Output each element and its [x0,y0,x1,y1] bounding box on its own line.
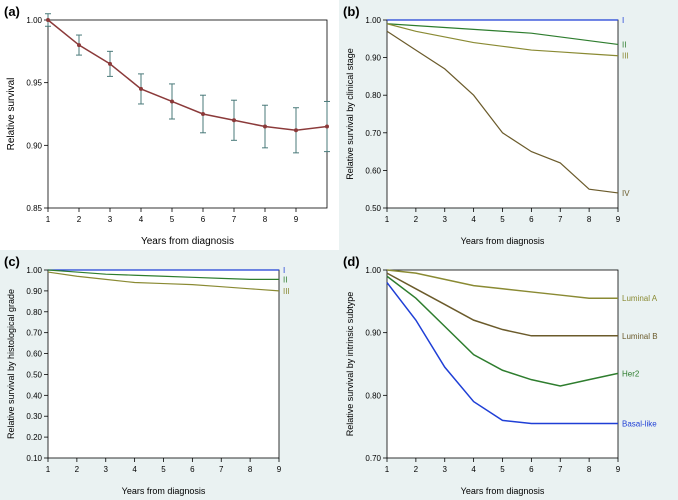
svg-text:1: 1 [385,465,390,474]
svg-text:1: 1 [46,215,51,224]
svg-text:2: 2 [75,465,80,474]
svg-text:0.40: 0.40 [26,391,42,400]
svg-text:0.70: 0.70 [365,129,381,138]
svg-text:1.00: 1.00 [26,16,42,25]
svg-text:Relative survival by intrinsic: Relative survival by intrinsic subtype [345,292,355,437]
panel-a-svg: 0.85 0.90 0.95 1.00 1 2 3 4 5 6 7 8 9 Years from diag… [0,0,339,250]
svg-text:0.60: 0.60 [365,166,381,175]
svg-text:0.95: 0.95 [26,79,42,88]
svg-text:0.85: 0.85 [26,204,42,213]
svg-text:IV: IV [622,189,630,198]
svg-text:6: 6 [201,215,206,224]
svg-text:0.80: 0.80 [26,308,42,317]
panel-b-label: (b) [343,4,360,19]
svg-text:4: 4 [471,465,476,474]
svg-text:7: 7 [558,215,563,224]
svg-text:2: 2 [77,215,82,224]
svg-text:2: 2 [414,215,419,224]
svg-text:III: III [622,52,629,61]
svg-text:0.80: 0.80 [365,91,381,100]
panel-c-svg: 0.10 0.20 0.30 0.40 0.50 0.60 0.70 0.80 0.90 1.00… [0,250,339,500]
svg-text:Years from diagnosis: Years from diagnosis [122,486,206,496]
svg-text:Her2: Her2 [622,369,640,378]
svg-text:1.00: 1.00 [26,266,42,275]
svg-text:1: 1 [385,215,390,224]
panel-c-label: (c) [4,254,20,269]
svg-text:0.90: 0.90 [365,329,381,338]
svg-text:9: 9 [616,215,621,224]
svg-text:0.10: 0.10 [26,454,42,463]
svg-text:II: II [283,275,287,284]
panel-b: (b) 0.50 0.60 0.70 0.80 0.90 1.00 1 2 3 4 5 6 7 8 9 Yea… [339,0,678,250]
svg-text:5: 5 [170,215,175,224]
svg-text:3: 3 [104,465,109,474]
svg-text:5: 5 [161,465,166,474]
svg-text:I: I [622,16,624,25]
svg-text:0.50: 0.50 [26,370,42,379]
svg-text:8: 8 [263,215,268,224]
svg-text:Basal-like: Basal-like [622,420,657,429]
svg-text:3: 3 [443,215,448,224]
panel-d: (d) 0.70 0.80 0.90 1.00 1 2 3 4 5 6 7 8 9 Years from … [339,250,678,500]
svg-text:7: 7 [558,465,563,474]
svg-text:Relative survival by histologi: Relative survival by histological grade [6,289,16,439]
svg-text:3: 3 [108,215,113,224]
svg-text:0.90: 0.90 [26,141,42,150]
svg-text:0.90: 0.90 [365,54,381,63]
panel-d-svg: 0.70 0.80 0.90 1.00 1 2 3 4 5 6 7 8 9 Years from diag… [339,250,678,500]
panel-b-svg: 0.50 0.60 0.70 0.80 0.90 1.00 1 2 3 4 5 6 7 8 9 Years f… [339,0,678,250]
panel-a: (a) 0.85 0.90 0.95 1.00 1 2 3 4 5 6 7 8 9 Years from … [0,0,339,250]
svg-text:8: 8 [248,465,253,474]
svg-text:0.70: 0.70 [365,454,381,463]
panel-d-label: (d) [343,254,360,269]
svg-text:0.20: 0.20 [26,433,42,442]
svg-text:Years from diagnosis: Years from diagnosis [461,486,545,496]
svg-text:II: II [622,40,626,49]
svg-text:0.80: 0.80 [365,391,381,400]
svg-text:9: 9 [616,465,621,474]
chart-grid: (a) 0.85 0.90 0.95 1.00 1 2 3 4 5 6 7 8 9 Years from … [0,0,678,500]
svg-text:0.30: 0.30 [26,412,42,421]
svg-text:4: 4 [132,465,137,474]
svg-text:1: 1 [46,465,51,474]
svg-text:0.60: 0.60 [26,350,42,359]
svg-text:4: 4 [139,215,144,224]
svg-text:Relative survival by clinical: Relative survival by clinical stage [345,48,355,180]
svg-text:0.90: 0.90 [26,287,42,296]
svg-text:III: III [283,287,290,296]
svg-text:5: 5 [500,215,505,224]
svg-text:0.50: 0.50 [365,204,381,213]
svg-text:9: 9 [277,465,282,474]
svg-text:1.00: 1.00 [365,266,381,275]
svg-text:Years from diagnosis: Years from diagnosis [141,236,234,247]
svg-text:4: 4 [471,215,476,224]
svg-text:3: 3 [443,465,448,474]
svg-text:6: 6 [190,465,195,474]
svg-text:6: 6 [529,215,534,224]
svg-text:8: 8 [587,465,592,474]
svg-text:2: 2 [414,465,419,474]
panel-c: (c) 0.10 0.20 0.30 0.40 0.50 0.60 0.70 0.80 0.90… [0,250,339,500]
svg-text:5: 5 [500,465,505,474]
svg-text:1.00: 1.00 [365,16,381,25]
svg-text:6: 6 [529,465,534,474]
svg-text:Relative survival: Relative survival [6,78,17,151]
svg-text:9: 9 [294,215,299,224]
svg-text:I: I [283,266,285,275]
svg-text:Years from diagnosis: Years from diagnosis [461,236,545,246]
svg-text:7: 7 [219,465,224,474]
svg-text:0.70: 0.70 [26,329,42,338]
svg-text:8: 8 [587,215,592,224]
svg-text:7: 7 [232,215,237,224]
svg-text:Luminal B: Luminal B [622,332,658,341]
svg-text:Luminal A: Luminal A [622,294,658,303]
panel-a-label: (a) [4,4,20,19]
